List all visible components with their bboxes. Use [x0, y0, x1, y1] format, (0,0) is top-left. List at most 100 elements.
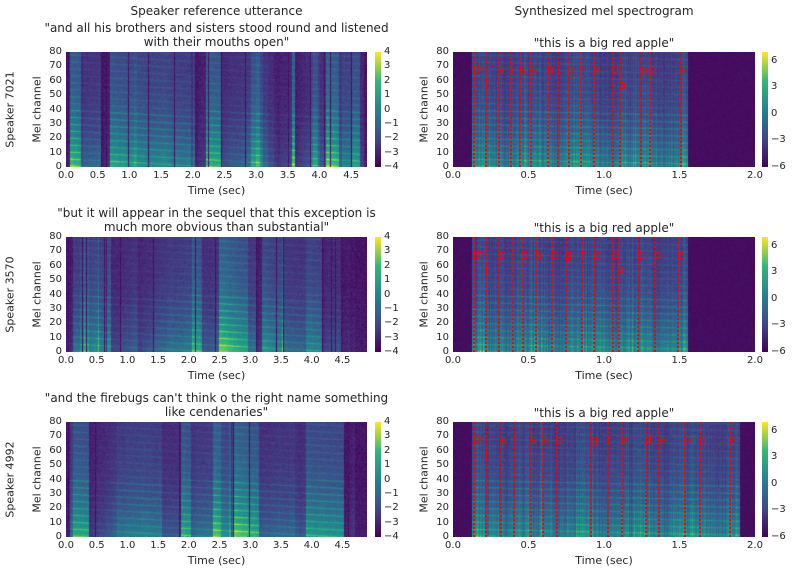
- phoneme-boundary-line: [620, 422, 623, 537]
- colorbar-tick-label: 4: [384, 46, 391, 57]
- x-axis-label: Time (sec): [187, 184, 246, 197]
- y-tick-label: 50: [49, 89, 62, 101]
- right-column-header: Synthesized mel spectrogram: [514, 4, 694, 18]
- y-tick-label: 40: [49, 288, 62, 300]
- x-tick-label: 0.5: [88, 355, 105, 366]
- colorbar-tick-label: 2: [384, 444, 391, 456]
- phoneme-boundary-line: [557, 52, 560, 167]
- y-tick-label: 50: [49, 274, 62, 286]
- x-tick-label: 4.0: [311, 170, 328, 181]
- plot-title: "but it will appear in the sequel that t…: [57, 206, 376, 234]
- phoneme-label: e: [593, 63, 601, 77]
- y-tick-label: 70: [49, 60, 62, 72]
- y-tick-label: 60: [49, 444, 62, 456]
- x-tick-label: 2.5: [216, 170, 233, 181]
- phoneme-label: d: [611, 63, 620, 77]
- colorbar-tick-label: −2: [384, 502, 399, 514]
- phoneme-boundary-line: [607, 422, 610, 537]
- y-tick-label: 30: [436, 487, 449, 499]
- phoneme-boundary-line: [551, 237, 554, 352]
- colorbar-tick-label: 3: [771, 266, 778, 278]
- colorbar-tick-label: −3: [384, 516, 399, 528]
- y-tick-label: 20: [49, 502, 62, 514]
- y-tick-label: 60: [49, 74, 62, 86]
- phoneme-boundary-line: [637, 237, 640, 352]
- y-tick-label: 80: [49, 46, 62, 57]
- plot-title: "and the firebugs can't think o the righ…: [44, 391, 389, 419]
- y-tick-label: 70: [436, 245, 449, 257]
- x-axis-label: Time (sec): [575, 369, 633, 382]
- y-tick-label: 80: [436, 416, 449, 427]
- y-tick-label: 70: [49, 430, 62, 442]
- y-tick-label: 0: [55, 161, 62, 172]
- colorbar-tick-label: −3: [384, 146, 399, 158]
- y-tick-label: 40: [49, 103, 62, 115]
- phoneme-boundary-line: [498, 52, 501, 167]
- colorbar-tick-label: −3: [771, 504, 786, 516]
- phoneme-label: d: [644, 433, 653, 447]
- y-tick-label: 20: [436, 132, 449, 144]
- x-tick-label: 0.5: [520, 355, 537, 366]
- y-tick-label: 30: [49, 487, 62, 499]
- phoneme-boundary-line: [684, 422, 687, 537]
- colorbar: [375, 237, 381, 352]
- phoneme-label: th: [472, 248, 485, 262]
- y-axis-label: Mel channel: [417, 75, 431, 143]
- colorbar-tick-label: −1: [384, 487, 399, 499]
- phoneme-boundary-line: [593, 237, 596, 352]
- colorbar: [762, 52, 768, 167]
- y-tick-label: 10: [49, 331, 62, 343]
- phoneme-label: th: [472, 63, 485, 77]
- y-tick-label: 40: [436, 473, 449, 485]
- y-tick-label: 30: [49, 302, 62, 314]
- x-tick-label: 3.0: [242, 355, 259, 366]
- plot-title: "this is a big red apple": [533, 36, 675, 50]
- x-tick-label: 3.0: [248, 170, 265, 181]
- x-tick-label: 0.5: [88, 540, 105, 551]
- phoneme-label: e: [679, 63, 687, 77]
- y-tick-label: 60: [436, 74, 449, 86]
- mel-spectrogram-heatmap: [453, 52, 755, 167]
- phoneme-label: s: [498, 248, 505, 262]
- phoneme-boundary-line: [581, 237, 584, 352]
- plot-title: "this is a big red apple": [533, 221, 675, 235]
- phoneme-label: i: [484, 78, 489, 92]
- phoneme-boundary-line: [729, 422, 732, 537]
- x-tick-label: 0.5: [520, 540, 537, 551]
- phoneme-label: i: [484, 263, 489, 277]
- phoneme-label: p: [649, 63, 657, 77]
- phoneme-label: a: [534, 248, 542, 262]
- colorbar-tick-label: 4: [384, 416, 391, 427]
- y-tick-label: 50: [436, 274, 449, 286]
- y-tick-label: 60: [436, 259, 449, 271]
- x-tick-label: 0.5: [89, 170, 106, 181]
- phoneme-label: i: [557, 63, 561, 77]
- y-tick-label: 40: [49, 473, 62, 485]
- phoneme-boundary-line: [640, 52, 643, 167]
- colorbar-tick-label: 6: [771, 424, 778, 436]
- x-tick-label: 1.0: [596, 540, 612, 551]
- y-axis-label: Mel channel: [417, 445, 431, 513]
- y-axis-label: Mel channel: [30, 260, 44, 328]
- y-tick-label: 20: [49, 132, 62, 144]
- y-tick-label: 70: [49, 245, 62, 257]
- speaker-label: Speaker 7021: [3, 70, 17, 148]
- colorbar-tick-label: −1: [384, 302, 399, 314]
- phoneme-boundary-line: [676, 237, 679, 352]
- phoneme-boundary-line: [619, 52, 622, 167]
- x-tick-label: 2.0: [184, 170, 201, 181]
- x-tick-label: 2.5: [211, 540, 228, 551]
- colorbar-tick-label: 3: [384, 60, 391, 72]
- y-tick-label: 10: [49, 516, 62, 528]
- x-tick-label: 1.0: [119, 355, 136, 366]
- x-tick-label: 2.0: [180, 355, 197, 366]
- phoneme-label: a: [619, 78, 627, 92]
- y-axis-label: Mel channel: [417, 260, 431, 328]
- phoneme-label: e: [593, 248, 601, 262]
- phoneme-boundary-line: [653, 237, 656, 352]
- colorbar-tick-label: 0: [384, 473, 391, 485]
- phoneme-label: e: [676, 248, 684, 262]
- speaker-label: Speaker 4992: [3, 440, 17, 518]
- phoneme-boundary-line: [484, 52, 487, 167]
- phoneme-label: i: [511, 248, 516, 262]
